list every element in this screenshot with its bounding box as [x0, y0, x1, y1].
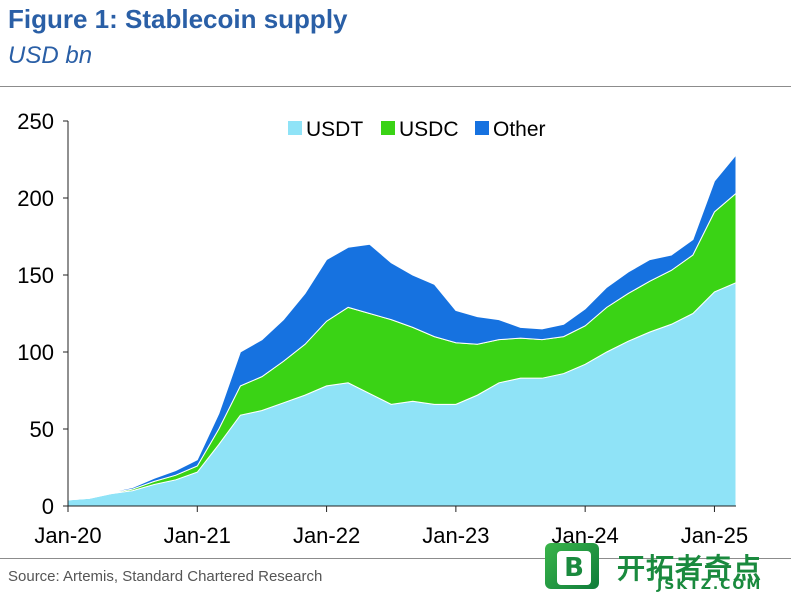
x-tick-label: Jan-20 — [34, 523, 101, 548]
footer-divider — [0, 558, 791, 559]
watermark-badge-letter: B — [557, 551, 591, 585]
legend-swatch-usdc — [381, 121, 395, 135]
chart-title: Figure 1: Stablecoin supply — [8, 4, 348, 34]
legend-label-usdc: USDC — [399, 118, 459, 141]
x-tick-label: Jan-25 — [681, 523, 748, 548]
watermark-badge: B — [545, 543, 599, 589]
y-tick-label: 250 — [17, 109, 54, 134]
x-tick-label: Jan-23 — [422, 523, 489, 548]
legend-label-usdt: USDT — [306, 118, 363, 141]
x-tick-label: Jan-22 — [293, 523, 360, 548]
source-note: Source: Artemis, Standard Chartered Rese… — [8, 568, 323, 585]
y-tick-label: 50 — [30, 417, 54, 442]
watermark-text: 开拓者奇点 — [617, 552, 763, 585]
area-other — [67, 153, 737, 501]
legend-label-other: Other — [493, 118, 546, 141]
y-tick-label: 0 — [42, 494, 54, 519]
header-divider — [0, 86, 791, 87]
y-tick-label: 200 — [17, 186, 54, 211]
y-tick-label: 100 — [17, 340, 54, 365]
y-tick-label: 150 — [17, 263, 54, 288]
x-tick-label: Jan-21 — [164, 523, 231, 548]
legend-swatch-other — [475, 121, 489, 135]
watermark-subtext: JSKTZ.COM — [657, 577, 763, 593]
stablecoin-supply-chart: 0 50 100 150 200 250 Jan-20 Jan-21 Jan-22 Jan-23 J… — [17, 109, 748, 548]
legend-swatch-usdt — [288, 121, 302, 135]
chart-subtitle: USD bn — [8, 42, 93, 69]
watermark-logo: B 开拓者奇点 JSKTZ.COM — [545, 543, 789, 595]
